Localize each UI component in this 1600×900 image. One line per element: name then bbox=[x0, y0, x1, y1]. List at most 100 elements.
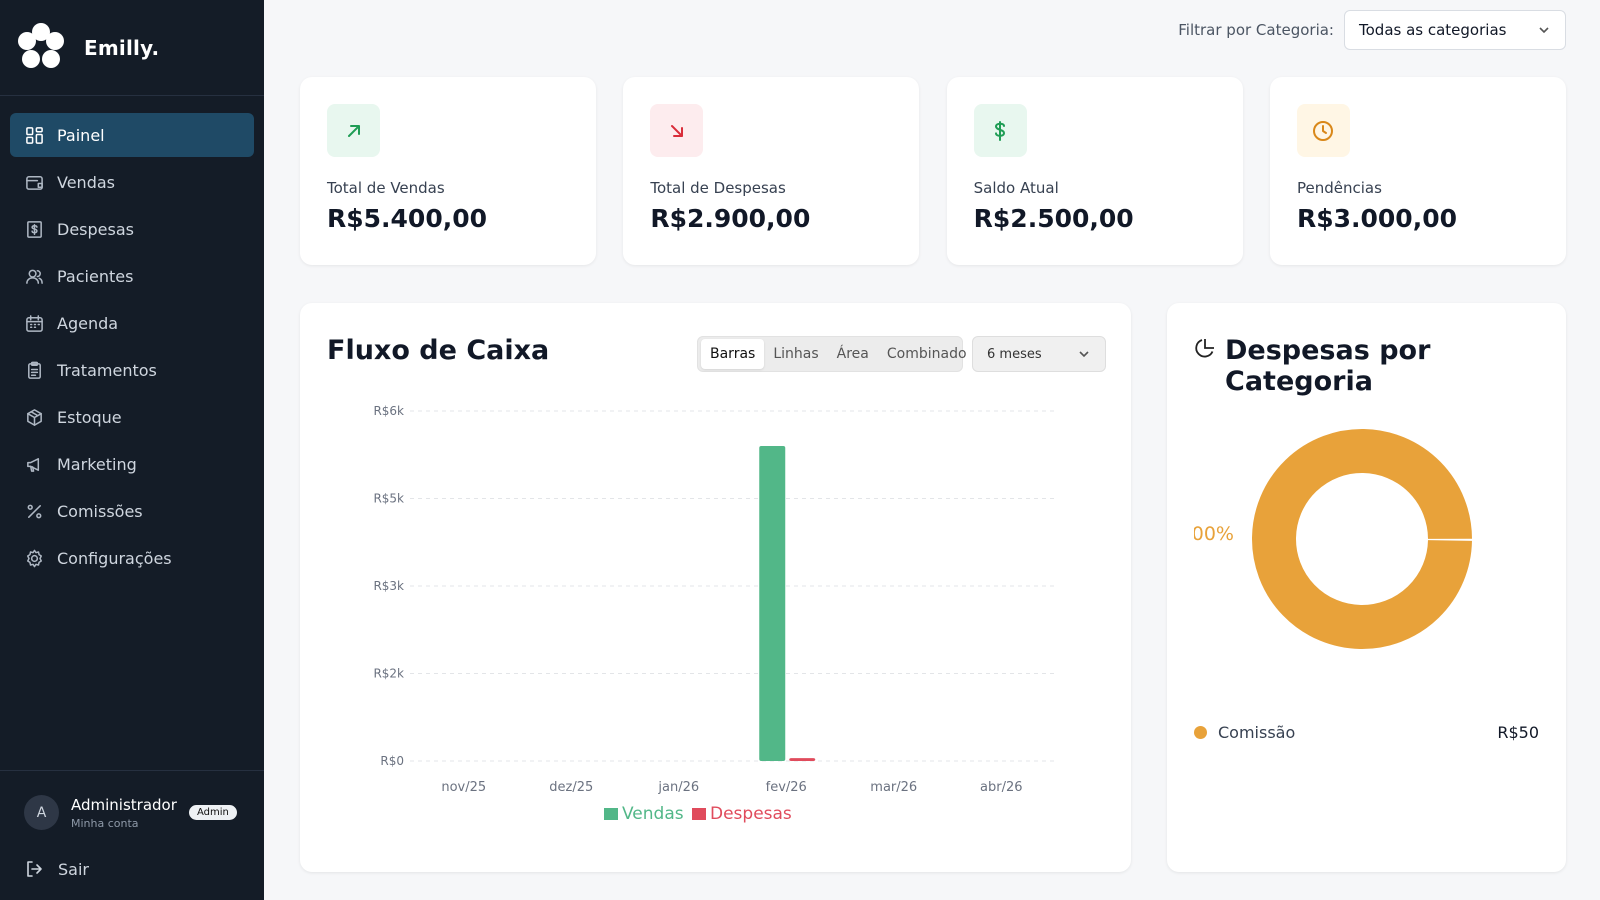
logout-icon bbox=[27, 861, 42, 877]
chart-type-linhas[interactable]: Linhas bbox=[773, 346, 819, 362]
period-select[interactable]: 6 meses bbox=[972, 336, 1106, 372]
receipt-icon bbox=[24, 219, 44, 239]
stat-card-pendencias: Pendências R$3.000,00 bbox=[1269, 77, 1566, 265]
sidebar-item-label: Painel bbox=[57, 125, 105, 145]
chevron-down-icon bbox=[1539, 27, 1549, 34]
clock-icon bbox=[1313, 120, 1334, 141]
box-icon bbox=[24, 407, 44, 427]
period-value: 6 meses bbox=[987, 346, 1042, 362]
y-tick-label: R$2k bbox=[373, 667, 404, 681]
cashflow-chart: R$0 R$2k R$3k R$5k R$6k nov/25 dez/25 jan/26 fev… bbox=[373, 404, 1055, 824]
legend-item[interactable]: Comissão R$50 bbox=[1194, 723, 1539, 742]
sidebar-item-label: Configurações bbox=[57, 548, 172, 568]
sidebar-item-painel[interactable]: Painel bbox=[10, 113, 254, 157]
arrow-up-right-icon bbox=[347, 124, 360, 137]
card-value: R$2.900,00 bbox=[650, 204, 811, 233]
card-label: Pendências bbox=[1296, 179, 1382, 197]
user-subtitle: Minha conta bbox=[71, 816, 139, 830]
card-label: Saldo Atual bbox=[973, 179, 1059, 197]
stat-cards: Total de Vendas R$5.400,00 Total de Desp… bbox=[300, 77, 1566, 265]
bar-vendas bbox=[759, 446, 786, 761]
logout-label: Sair bbox=[58, 859, 89, 879]
cashflow-panel: R$0 R$2k R$3k R$5k R$6k nov/25 dez/25 jan/26 fev… bbox=[300, 303, 1131, 872]
card-icon-wrap bbox=[650, 104, 704, 157]
filter-label: Filtrar por Categoria: bbox=[1178, 21, 1334, 39]
sidebar-item-marketing[interactable]: Marketing bbox=[10, 442, 254, 486]
flower-logo-icon bbox=[18, 22, 64, 68]
panel-title: Fluxo de Caixa bbox=[327, 335, 550, 366]
category-select[interactable]: Todas as categorias bbox=[1344, 10, 1566, 50]
user-name: Administrador bbox=[71, 795, 177, 814]
y-tick-label: R$3k bbox=[373, 579, 404, 593]
panel-title: Despesas por Categoria bbox=[1225, 335, 1431, 397]
stat-card-saldo: Saldo Atual R$2.500,00 bbox=[946, 77, 1243, 265]
sidebar-item-label: Comissões bbox=[57, 501, 143, 521]
legend-dot bbox=[1194, 726, 1207, 739]
calendar-icon bbox=[24, 313, 44, 333]
account-button[interactable]: A Administrador Minha conta Admin bbox=[24, 795, 237, 830]
sidebar-item-vendas[interactable]: Vendas bbox=[10, 160, 254, 204]
user-text: Administrador Minha conta bbox=[71, 796, 179, 830]
pie-chart-icon bbox=[1195, 339, 1214, 358]
main-nav: Painel Vendas Despesas Pacientes Agenda … bbox=[0, 96, 264, 580]
gear-icon bbox=[24, 548, 44, 568]
sidebar-item-label: Pacientes bbox=[57, 266, 134, 286]
sidebar-item-estoque[interactable]: Estoque bbox=[10, 395, 254, 439]
percent-icon bbox=[24, 501, 44, 521]
sidebar-item-label: Despesas bbox=[57, 219, 134, 239]
card-icon-wrap bbox=[327, 104, 380, 157]
sidebar-item-tratamentos[interactable]: Tratamentos bbox=[10, 348, 254, 392]
stat-card-vendas: Total de Vendas R$5.400,00 bbox=[300, 77, 596, 265]
chevron-down-icon bbox=[1079, 351, 1089, 358]
donut-slice[interactable] bbox=[1252, 429, 1472, 649]
x-tick-label: dez/25 bbox=[549, 780, 593, 795]
logout-button[interactable]: Sair bbox=[24, 859, 89, 879]
x-tick-label: mar/26 bbox=[870, 780, 917, 795]
sidebar-item-pacientes[interactable]: Pacientes bbox=[10, 254, 254, 298]
sidebar-item-despesas[interactable]: Despesas bbox=[10, 207, 254, 251]
wallet-icon bbox=[24, 172, 44, 192]
chart-type-combinado[interactable]: Combinado bbox=[886, 346, 967, 362]
user-area: A Administrador Minha conta Admin Sair bbox=[0, 770, 264, 900]
chart-type-area[interactable]: Área bbox=[836, 346, 869, 362]
legend-swatch bbox=[692, 808, 706, 820]
stat-card-despesas: Total de Despesas R$2.900,00 bbox=[623, 77, 920, 265]
category-donut-chart bbox=[1252, 429, 1472, 649]
card-value: R$2.500,00 bbox=[973, 204, 1134, 233]
sidebar-item-configuracoes[interactable]: Configurações bbox=[10, 536, 254, 580]
users-icon bbox=[24, 266, 44, 286]
x-tick-label: jan/26 bbox=[657, 780, 699, 795]
sidebar-item-label: Vendas bbox=[57, 172, 115, 192]
x-tick-label: fev/26 bbox=[766, 780, 807, 795]
sidebar-item-label: Agenda bbox=[57, 313, 119, 333]
dollar-icon bbox=[995, 120, 1006, 141]
legend-name: Comissão bbox=[1218, 723, 1296, 742]
sidebar: Emilly. Painel Vendas Despesas Pacientes… bbox=[0, 0, 264, 900]
card-label: Total de Vendas bbox=[327, 179, 445, 197]
card-value: R$3.000,00 bbox=[1296, 204, 1457, 233]
card-icon-wrap bbox=[1296, 104, 1350, 157]
sidebar-item-label: Marketing bbox=[57, 454, 137, 474]
card-label: Total de Despesas bbox=[650, 179, 786, 197]
megaphone-icon bbox=[24, 454, 44, 474]
legend-swatch bbox=[604, 808, 618, 820]
dashboard-icon bbox=[24, 125, 44, 145]
role-badge: Admin bbox=[189, 805, 237, 820]
category-select-value: Todas as categorias bbox=[1359, 21, 1507, 39]
legend-value: R$50 bbox=[1497, 723, 1539, 742]
sidebar-item-agenda[interactable]: Agenda bbox=[10, 301, 254, 345]
clipboard-icon bbox=[24, 360, 44, 380]
x-tick-label: nov/25 bbox=[441, 780, 486, 795]
y-tick-label: R$0 bbox=[380, 754, 404, 768]
chart-type-toggle: Barras Linhas Área Combinado bbox=[697, 336, 967, 372]
legend-label: Vendas bbox=[622, 804, 684, 824]
chart-type-barras[interactable]: Barras bbox=[701, 339, 765, 369]
card-value: R$5.400,00 bbox=[327, 204, 488, 233]
y-tick-label: R$6k bbox=[373, 404, 404, 418]
brand[interactable]: Emilly. bbox=[0, 0, 264, 96]
percent-label: 100% bbox=[1194, 523, 1234, 545]
avatar: A bbox=[24, 795, 59, 830]
sidebar-item-comissoes[interactable]: Comissões bbox=[10, 489, 254, 533]
x-tick-label: abr/26 bbox=[980, 780, 1023, 795]
legend-label: Despesas bbox=[710, 804, 792, 824]
